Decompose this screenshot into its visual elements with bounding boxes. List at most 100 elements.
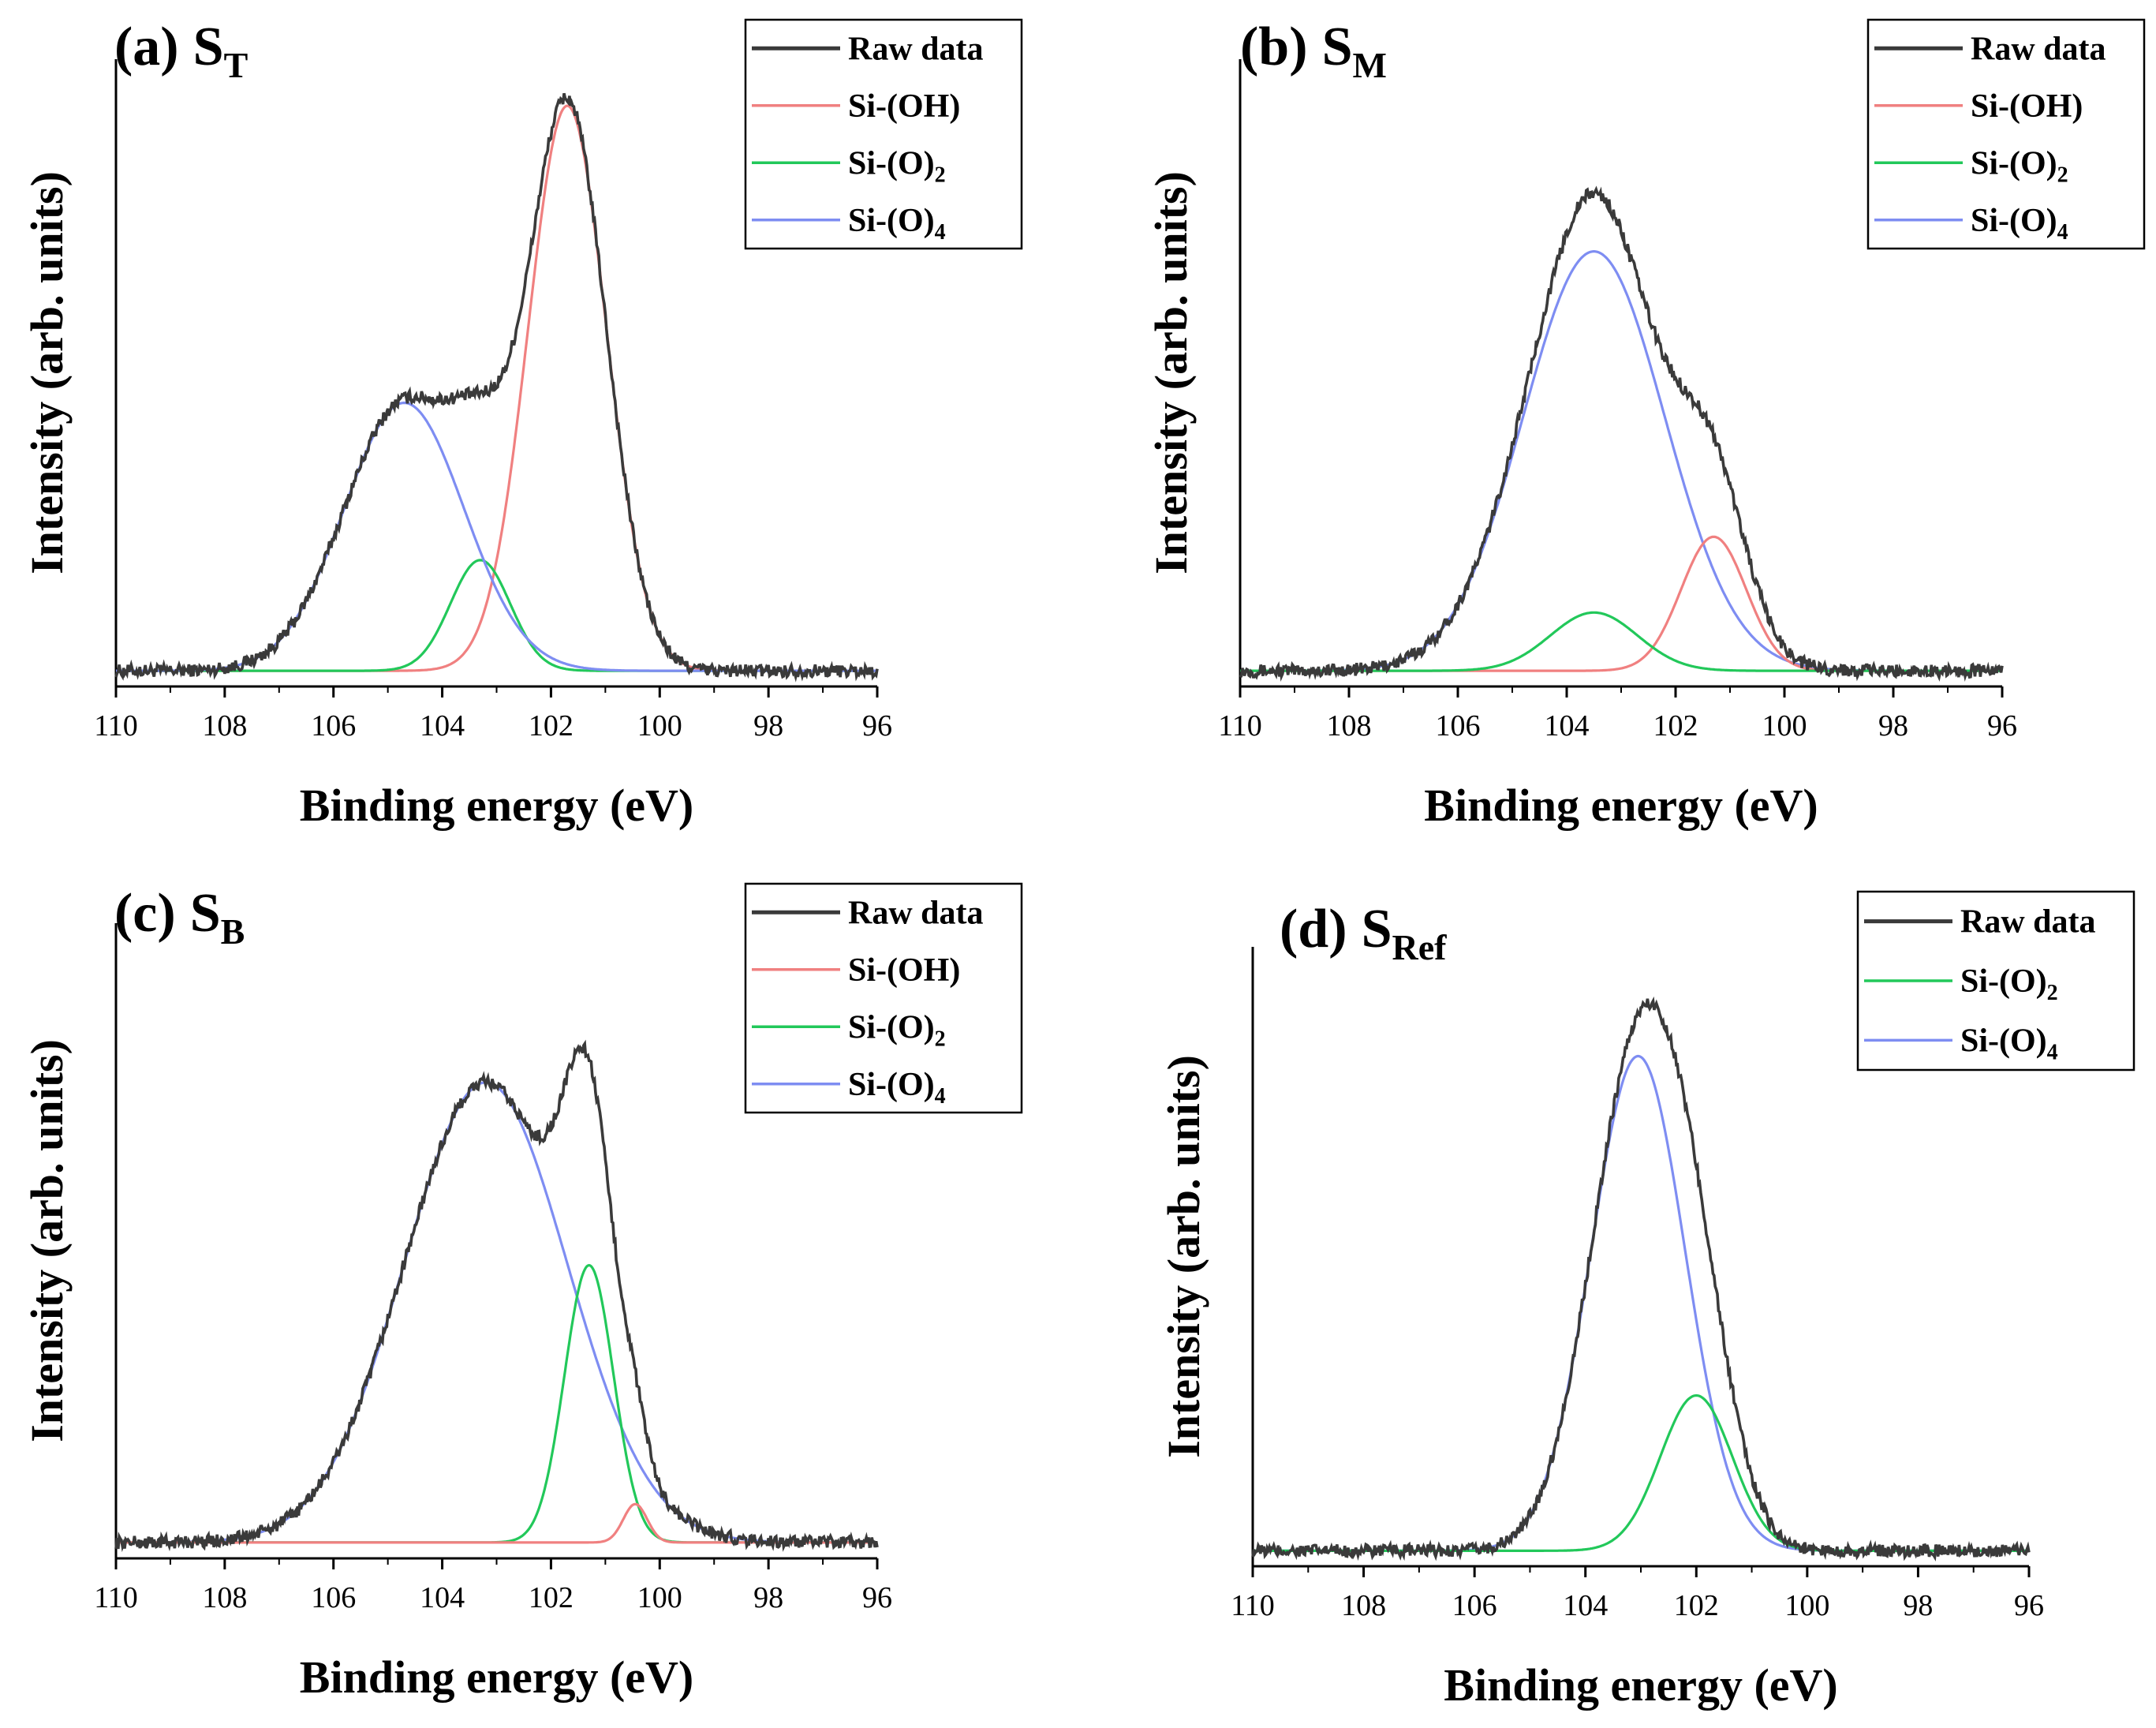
x-axis-label: Binding energy (eV) xyxy=(1444,1659,1837,1711)
x-tick-label: 108 xyxy=(202,1581,247,1614)
legend-label: Si-(OH) xyxy=(1971,88,2083,125)
y-axis-label: Intensity (arb. units) xyxy=(1145,171,1197,574)
x-axis-label: Binding energy (eV) xyxy=(1424,780,1818,831)
x-tick-label: 100 xyxy=(1762,709,1807,742)
legend-label: Si-(O) xyxy=(1971,145,2057,181)
x-tick-label: 100 xyxy=(1784,1589,1829,1622)
legend-entry: Si-(O)2 xyxy=(1971,145,2068,187)
component-curve-si_o2 xyxy=(1253,1393,2029,1553)
legend-label: Si-(O) xyxy=(848,1067,935,1103)
x-tick-label: 110 xyxy=(94,709,138,742)
legend-label: Raw data xyxy=(848,31,984,67)
legend-entry: Si-(O)2 xyxy=(1960,963,2058,1005)
raw-data-curve xyxy=(1239,185,2004,682)
legend-subscript: 4 xyxy=(2047,1040,2058,1064)
x-tick-label: 110 xyxy=(94,1581,138,1614)
legend-entry: Raw data xyxy=(1971,31,2106,67)
legend-label: Si-(O) xyxy=(1960,963,2047,1000)
legend-entry: Si-(O)4 xyxy=(1960,1023,2058,1064)
x-tick-label: 106 xyxy=(311,1581,356,1614)
raw-data-curve xyxy=(114,92,879,683)
component-curve-si_o2 xyxy=(1240,611,2002,672)
legend-label: Si-(O) xyxy=(848,1009,935,1045)
x-tick-label: 102 xyxy=(1653,709,1698,742)
sample-subscript: B xyxy=(221,911,245,952)
component-curve-si_o4 xyxy=(1253,1054,2029,1553)
panel-label: (b) xyxy=(1240,17,1308,77)
x-tick-label: 104 xyxy=(420,1581,465,1614)
x-tick-label: 100 xyxy=(637,1581,682,1614)
legend-entry: Si-(O)2 xyxy=(848,145,946,187)
sample-symbol: S xyxy=(190,883,221,944)
x-tick-label: 108 xyxy=(202,709,247,742)
x-tick-label: 106 xyxy=(1452,1589,1497,1622)
panel-title: (d) SRef xyxy=(1280,899,1447,967)
x-tick-label: 100 xyxy=(637,709,682,742)
panel-label: (a) xyxy=(114,17,179,77)
x-tick-label: 102 xyxy=(529,1581,574,1614)
x-tick-label: 102 xyxy=(1674,1589,1719,1622)
x-tick-label: 106 xyxy=(311,709,356,742)
x-tick-label: 96 xyxy=(2014,1589,2044,1622)
legend-entry: Si-(OH) xyxy=(848,952,960,989)
sample-subscript: T xyxy=(224,45,248,85)
legend-entry: Si-(O)4 xyxy=(1971,203,2068,245)
chart-panel-c: 110 108 106 104 102 100 98 96 Binding energy (eV… xyxy=(21,882,1023,1703)
legend-label: Si-(OH) xyxy=(848,952,960,989)
sample-symbol: S xyxy=(193,17,224,77)
sample-symbol: S xyxy=(1362,899,1392,959)
x-tick-label: 104 xyxy=(1545,709,1590,742)
x-tick-label: 108 xyxy=(1327,709,1372,742)
legend-subscript: 4 xyxy=(935,1084,946,1109)
legend-subscript: 2 xyxy=(935,163,946,187)
chart-panel-d: 110 108 106 104 102 100 98 96 Binding energy (eV… xyxy=(1158,890,2135,1711)
legend-entry: Si-(O)4 xyxy=(848,203,946,245)
legend-subscript: 2 xyxy=(2057,163,2068,187)
x-tick-label: 104 xyxy=(1563,1589,1608,1622)
legend-label: Raw data xyxy=(1960,904,2096,941)
legend-entry: Raw data xyxy=(848,31,984,67)
legend-label: Raw data xyxy=(1971,31,2106,67)
legend-subscript: 2 xyxy=(935,1027,946,1051)
legend-entry: Si-(OH) xyxy=(1971,88,2083,125)
panel-label: (c) xyxy=(114,883,176,944)
sample-subscript: M xyxy=(1353,45,1387,85)
sample-subscript: Ref xyxy=(1392,927,1448,967)
chart-panel-b: 110 108 106 104 102 100 98 96 Binding energy (eV… xyxy=(1145,17,2146,831)
legend-entry: Raw data xyxy=(848,895,984,931)
legend-label: Si-(OH) xyxy=(848,88,960,125)
y-axis-label: Intensity (arb. units) xyxy=(21,171,73,574)
panel-label: (d) xyxy=(1280,899,1347,959)
component-curve-si_o4 xyxy=(116,1081,877,1544)
legend-entry: Si-(O)2 xyxy=(848,1009,946,1051)
x-tick-label: 98 xyxy=(753,709,783,742)
x-tick-label: 104 xyxy=(420,709,465,742)
x-tick-label: 98 xyxy=(1878,709,1908,742)
x-tick-label: 98 xyxy=(753,1581,783,1614)
x-axis-label: Binding energy (eV) xyxy=(300,780,693,831)
chart-panel-a: 110 108 106 104 102 100 98 96 Binding energy (eV… xyxy=(21,17,1023,831)
x-axis-label: Binding energy (eV) xyxy=(300,1651,693,1703)
legend-label: Si-(O) xyxy=(1960,1023,2047,1059)
legend: Raw data Si-(OH) Si-(O)2 Si-(O)4 xyxy=(744,18,1023,250)
legend-subscript: 4 xyxy=(2057,220,2068,245)
x-tick-label: 96 xyxy=(862,1581,892,1614)
panel-title: (a) ST xyxy=(114,17,248,85)
component-curve-si_oh xyxy=(1240,535,2002,672)
component-curve-si_o4 xyxy=(1240,249,2002,672)
raw-data-curve xyxy=(1251,996,2031,1562)
component-curve-si_o4 xyxy=(116,401,877,672)
panel-title: (b) SM xyxy=(1240,17,1387,85)
x-tick-label: 110 xyxy=(1231,1589,1275,1622)
legend-subscript: 4 xyxy=(935,220,946,245)
legend-label: Raw data xyxy=(848,895,984,931)
legend-box xyxy=(744,18,1023,250)
legend-box xyxy=(744,882,1023,1114)
legend-entry: Raw data xyxy=(1960,904,2096,941)
y-axis-label: Intensity (arb. units) xyxy=(21,1039,73,1442)
legend-label: Si-(O) xyxy=(1971,203,2057,239)
